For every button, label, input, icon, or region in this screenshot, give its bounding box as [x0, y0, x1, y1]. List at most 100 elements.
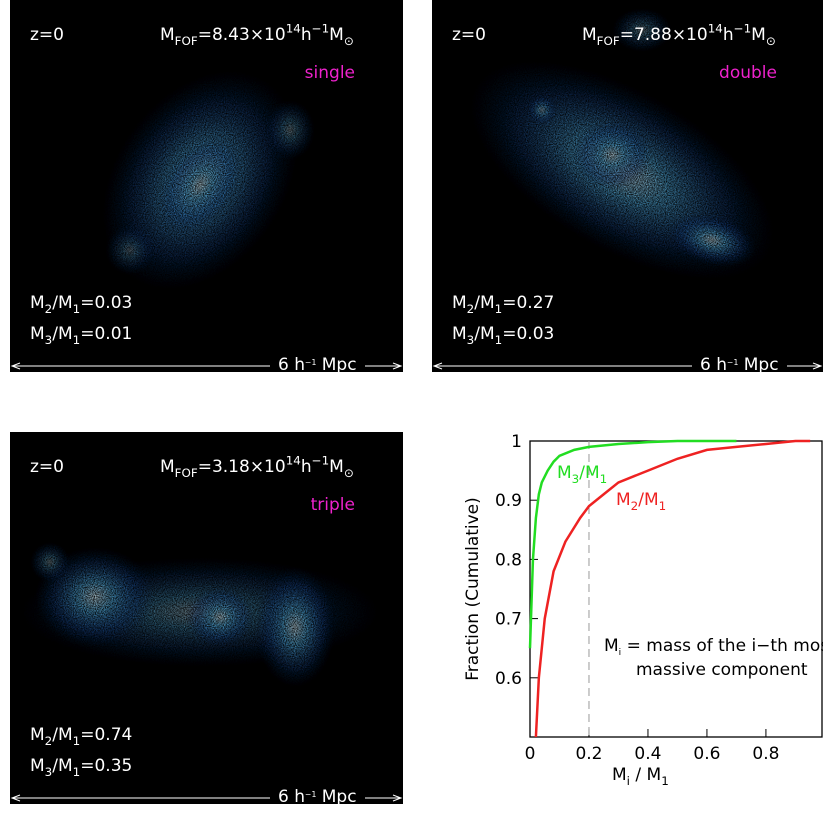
text-part: M [751, 25, 766, 45]
panel-image [10, 432, 403, 804]
text-part: 2 [45, 302, 53, 316]
text-part: M [616, 490, 631, 510]
text-part: 14 [286, 453, 301, 467]
text-part: h [301, 457, 312, 477]
redshift: z=0 [30, 25, 64, 45]
text-part: =8.43×10 [198, 25, 286, 45]
text-part: 1 [661, 774, 669, 788]
y-tick-label: 0.7 [495, 610, 522, 630]
x-tick-label: 0.8 [752, 744, 779, 764]
text-part: 1 [73, 765, 81, 779]
text-part: =7.88×10 [620, 25, 708, 45]
redshift: z=0 [30, 457, 64, 477]
morphology: triple [311, 495, 355, 515]
text-part: =3.18×10 [198, 457, 286, 477]
y-tick-label: 0.6 [495, 669, 522, 689]
text-part: 3 [572, 472, 580, 486]
text-part: 1 [495, 302, 503, 316]
scale-label: 6 h−1 Mpc [278, 787, 357, 807]
text-part: Mpc [316, 787, 356, 807]
text-part: FOF [597, 34, 620, 48]
text-part: 1 [73, 734, 81, 748]
morphology: single [305, 63, 355, 83]
series-line [528, 439, 737, 649]
mass-ratio: M3/M1=0.35 [30, 756, 132, 779]
text-part: =0.35 [80, 756, 132, 776]
text-part: −1 [305, 790, 316, 799]
mass-ratio: M2/M1=0.03 [30, 293, 132, 316]
morphology: double [719, 63, 777, 83]
scale-label: 6 h−1 Mpc [700, 355, 779, 375]
series-label: M2/M1 [616, 490, 666, 513]
text-part: M [160, 25, 175, 45]
y-tick-label: 0.8 [495, 550, 522, 570]
scale-arrow [432, 362, 823, 370]
text-part: M [30, 324, 45, 344]
text-part: M [30, 293, 45, 313]
text-part: 14 [286, 21, 301, 35]
text-part: 1 [73, 302, 81, 316]
text-part: ⊙ [344, 34, 354, 48]
redshift: z=0 [452, 25, 486, 45]
mass-label: MFOF=7.88×1014h−1M⊙ [582, 21, 776, 48]
text-part: −1 [305, 358, 316, 367]
text-part: M [557, 463, 572, 483]
text-part: /M [474, 324, 494, 344]
series-label: M3/M1 [557, 463, 607, 486]
text-part: =0.27 [502, 293, 554, 313]
text-part: 6 h [700, 355, 727, 375]
text-part: massive component [636, 660, 808, 680]
scale-label: 6 h−1 Mpc [278, 355, 357, 375]
text-part: M [452, 293, 467, 313]
text-part: 1 [600, 472, 608, 486]
text-part: M [329, 25, 344, 45]
text-part: 6 h [278, 355, 305, 375]
text-part: ⊙ [344, 466, 354, 480]
text-part: 2 [467, 302, 475, 316]
text-part: M [452, 324, 467, 344]
text-part: 2 [45, 734, 53, 748]
text-part: M [604, 636, 619, 656]
text-part: ⊙ [766, 34, 776, 48]
text-part: 1 [73, 333, 81, 347]
text-part: /M [52, 324, 72, 344]
text-part: 3 [467, 333, 475, 347]
text-part: = mass of the i−th most [621, 636, 823, 656]
text-part: =0.74 [80, 725, 132, 745]
text-part: M [30, 756, 45, 776]
text-part: Mpc [316, 355, 356, 375]
text-part: M [612, 765, 627, 785]
x-tick-label: 0.6 [693, 744, 720, 764]
text-part: −1 [312, 21, 330, 35]
panel-image [10, 0, 403, 372]
text-part: / M [630, 765, 661, 785]
text-part: 3 [45, 333, 53, 347]
text-part: /M [474, 293, 494, 313]
scale-arrow [10, 794, 403, 802]
scale-arrow [10, 362, 403, 370]
series-line [534, 439, 811, 738]
mass-label: MFOF=8.43×1014h−1M⊙ [160, 21, 354, 48]
text-part: i [627, 774, 630, 788]
text-part: /M [52, 293, 72, 313]
text-part: 14 [708, 21, 723, 35]
text-part: /M [638, 490, 658, 510]
text-part: −1 [312, 453, 330, 467]
text-part: M [30, 725, 45, 745]
text-part: M [329, 457, 344, 477]
x-tick-label: 0 [525, 744, 536, 764]
text-part: 3 [45, 765, 53, 779]
text-part: /M [579, 463, 599, 483]
annotation: massive component [636, 660, 808, 680]
text-part: FOF [175, 466, 198, 480]
mass-ratio: M2/M1=0.74 [30, 725, 132, 748]
text-part: 1 [495, 333, 503, 347]
text-part: i [619, 648, 622, 658]
text-part: Mpc [738, 355, 778, 375]
text-part: =0.03 [502, 324, 554, 344]
annotation: Mi = mass of the i−th most [604, 636, 823, 658]
panel-image [432, 0, 823, 372]
y-tick-label: 0.9 [495, 491, 522, 511]
text-part: FOF [175, 34, 198, 48]
